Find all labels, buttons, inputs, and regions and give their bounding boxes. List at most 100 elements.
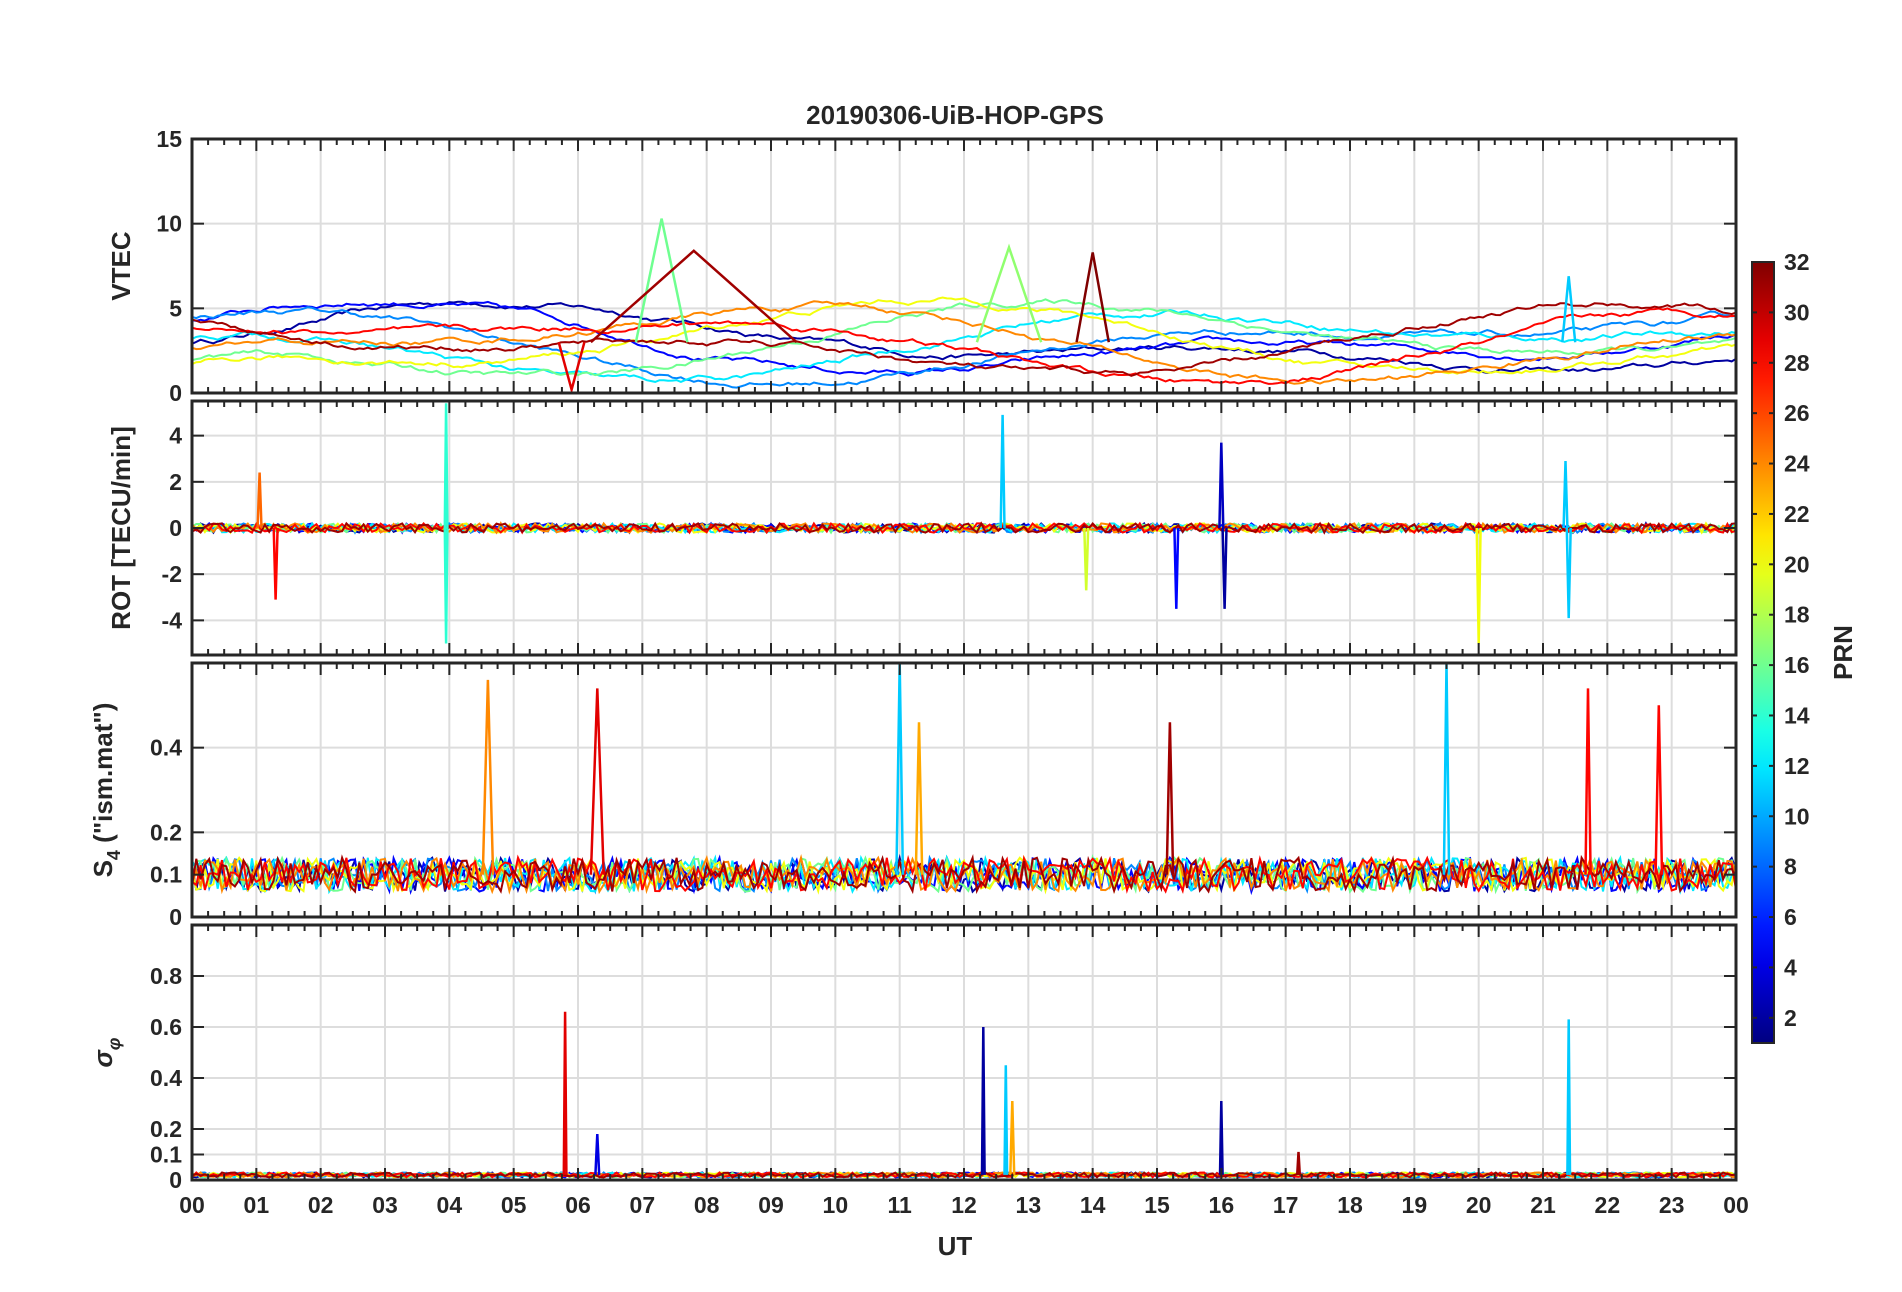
colorbar-tick-label: 20 <box>1784 551 1810 577</box>
feature-peak <box>1218 442 1225 529</box>
feature-peak <box>1295 1151 1302 1175</box>
series-line-prn-28 <box>192 307 1736 385</box>
feature-peak <box>272 527 279 600</box>
feature-peak <box>1003 1065 1009 1175</box>
feature-peak <box>443 527 449 644</box>
colorbar-tick-label: 30 <box>1784 299 1810 325</box>
x-tick-label: 05 <box>501 1192 527 1218</box>
colorbar-bar <box>1751 261 1775 1044</box>
x-tick-label: 17 <box>1273 1192 1299 1218</box>
x-tick-label: 00 <box>179 1192 205 1218</box>
feature-peak <box>589 688 605 875</box>
y-tick-label: 0 <box>169 380 182 406</box>
x-tick-label: 15 <box>1144 1192 1170 1218</box>
series-line-prn-31 <box>192 854 1736 895</box>
y-tick-label: 2 <box>169 469 182 495</box>
y-tick-label: -2 <box>162 561 182 587</box>
colorbar-tick-label: 2 <box>1784 1005 1797 1031</box>
y-tick-label: 0 <box>169 904 182 930</box>
x-tick-label: 01 <box>244 1192 270 1218</box>
x-tick-label: 23 <box>1659 1192 1685 1218</box>
feature-peak <box>1075 252 1111 343</box>
x-tick-label: 02 <box>308 1192 334 1218</box>
feature-peak <box>999 414 1006 529</box>
colorbar-tick-label: 16 <box>1784 652 1810 678</box>
y-tick-label: 0.2 <box>150 1116 182 1142</box>
x-tick-label: 11 <box>888 1192 913 1218</box>
x-tick-label: 03 <box>372 1192 398 1218</box>
series-line-prn-20 <box>192 296 1736 375</box>
colorbar-tick-label: 28 <box>1784 350 1810 376</box>
x-tick-label: 21 <box>1530 1192 1556 1218</box>
feature-peak <box>594 1134 601 1175</box>
feature-peak <box>256 472 263 529</box>
feature-peak <box>1009 1100 1016 1175</box>
y-tick-label: 5 <box>169 295 182 321</box>
x-tick-label: 09 <box>758 1192 784 1218</box>
x-tick-label: 12 <box>951 1192 977 1218</box>
colorbar-tick-label: 4 <box>1784 954 1797 980</box>
series-line-prn-5 <box>192 300 1736 377</box>
colorbar-tick-label: 24 <box>1784 451 1810 477</box>
feature-peak <box>562 1011 568 1175</box>
series-group <box>192 663 1736 896</box>
colorbar-label: PRN <box>1828 625 1858 680</box>
colorbar-tick-label: 32 <box>1784 249 1810 275</box>
y-tick-label: 0.4 <box>150 735 182 761</box>
feature-peak <box>1221 527 1228 609</box>
colorbar-tick-label: 8 <box>1784 854 1797 880</box>
feature-peak <box>980 1026 986 1175</box>
y-tick-label: 4 <box>169 423 182 449</box>
x-tick-label: 08 <box>694 1192 720 1218</box>
series-group <box>192 218 1736 393</box>
feature-peak <box>1218 1100 1224 1175</box>
x-tick-label: 19 <box>1402 1192 1428 1218</box>
colorbar-tick-label: 12 <box>1784 753 1810 779</box>
feature-peak <box>590 249 798 344</box>
colorbar-tick-label: 6 <box>1784 904 1797 930</box>
series-group <box>192 403 1736 644</box>
series-line-prn-31 <box>192 521 1736 535</box>
feature-peak <box>895 663 905 875</box>
y-axis-label: VTEC <box>106 231 136 301</box>
series-line-prn-28 <box>192 854 1736 895</box>
series-line-prn-12 <box>192 308 1736 383</box>
y-tick-label: 10 <box>156 211 182 237</box>
panel-rot: -4 -2 0 2 4 ROT [TECU/min] <box>106 399 1738 657</box>
x-tick-label: 13 <box>1016 1192 1042 1218</box>
feature-peak <box>557 341 586 393</box>
feature-peak <box>1654 705 1664 875</box>
y-tick-label: 0.8 <box>150 963 182 989</box>
colorbar-tick-label: 10 <box>1784 803 1810 829</box>
feature-peak <box>1083 527 1090 591</box>
x-tick-label: 06 <box>565 1192 591 1218</box>
feature-peak <box>1584 688 1592 875</box>
y-tick-label: 0.1 <box>150 862 182 888</box>
feature-peak <box>443 403 449 529</box>
panel-sigma: 00.10.2 0.4 0.6 0.8 σφ 00 01 02 03 04 05 06 07 08 09 10… <box>88 923 1749 1218</box>
y-axis-label: ROT [TECU/min] <box>106 426 136 630</box>
chart-title: 20190306-UiB-HOP-GPS <box>806 100 1104 130</box>
y-tick-label: 0.4 <box>150 1065 182 1091</box>
y-tick-label: 0 <box>169 515 182 541</box>
series-line-prn-31 <box>192 302 1736 377</box>
y-axis-label: σφ <box>88 1037 124 1067</box>
feature-peak <box>1565 527 1572 619</box>
series-line-prn-24 <box>192 300 1736 385</box>
x-tick-label: 10 <box>823 1192 849 1218</box>
feature-peak <box>1442 663 1451 875</box>
y-tick-label: 0.2 <box>150 819 182 845</box>
x-tick-label: 07 <box>630 1192 656 1218</box>
feature-peak <box>1165 722 1175 875</box>
x-tick-label: 22 <box>1595 1192 1621 1218</box>
feature-peak <box>1566 1019 1572 1175</box>
panel-s4: 0 0.1 0.2 0.4 S4 ("ism.mat") <box>88 661 1738 930</box>
x-tick-label: 00 <box>1723 1192 1749 1218</box>
panel-vtec: 0 5 10 15 VTEC <box>106 126 1738 406</box>
feature-peak <box>634 218 689 343</box>
colorbar-tick-label: 18 <box>1784 602 1810 628</box>
y-tick-label: 0.6 <box>150 1014 182 1040</box>
